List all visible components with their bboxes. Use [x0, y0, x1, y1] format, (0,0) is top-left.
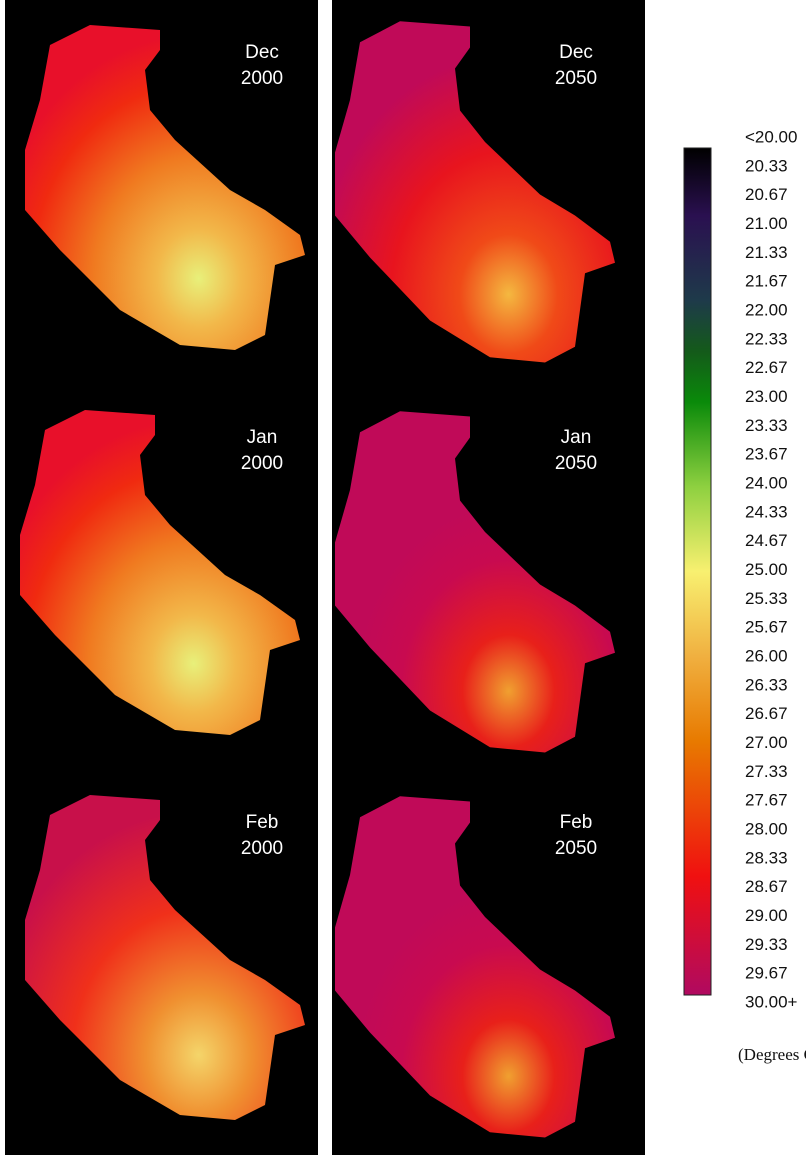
legend-label: <20.00: [745, 127, 797, 146]
panel-year: 2050: [555, 68, 597, 89]
legend-label: 26.00: [745, 646, 788, 665]
legend-unit: (Degrees C): [738, 1045, 806, 1064]
panel-year: 2050: [555, 838, 597, 859]
panel-month: Jan: [561, 427, 592, 448]
legend-label: 21.67: [745, 272, 788, 291]
legend-label: 27.67: [745, 791, 788, 810]
legend-label: 21.00: [745, 214, 788, 233]
legend-label: 29.33: [745, 935, 788, 954]
legend-label: 28.67: [745, 877, 788, 896]
legend-label: 29.67: [745, 964, 788, 983]
legend-label: 20.33: [745, 156, 788, 175]
legend-label: 23.00: [745, 387, 788, 406]
panel-month: Dec: [559, 42, 593, 63]
panel-month: Feb: [560, 812, 593, 833]
color-bar: [684, 148, 711, 995]
legend-label: 23.67: [745, 445, 788, 464]
panel-year: 2050: [555, 453, 597, 474]
legend-label: 22.00: [745, 300, 788, 319]
legend-label: 25.00: [745, 560, 788, 579]
legend-label: 22.33: [745, 329, 788, 348]
panel-month: Feb: [246, 812, 279, 833]
panel-year: 2000: [241, 68, 283, 89]
figure: (Degrees C) Dec 2000 Dec 2050 Jan 2000 Jan 2050…: [0, 0, 806, 1155]
legend-label: 29.00: [745, 906, 788, 925]
legend-label: 22.67: [745, 358, 788, 377]
legend-label: 21.33: [745, 243, 788, 262]
legend-label: 24.67: [745, 531, 788, 550]
legend-label: 25.33: [745, 589, 788, 608]
legend-label: 24.33: [745, 502, 788, 521]
panel-month: Jan: [247, 427, 278, 448]
legend-label: 27.33: [745, 762, 788, 781]
legend-label: 30.00+: [745, 992, 798, 1011]
legend-label: 28.00: [745, 819, 788, 838]
legend-label: 24.00: [745, 473, 788, 492]
panel-month: Dec: [245, 42, 279, 63]
legend-label: 26.33: [745, 675, 788, 694]
legend-label: 20.67: [745, 185, 788, 204]
panel-year: 2000: [241, 838, 283, 859]
legend-label: 26.67: [745, 704, 788, 723]
legend-label: 28.33: [745, 848, 788, 867]
legend-label: 23.33: [745, 416, 788, 435]
legend-label: 25.67: [745, 618, 788, 637]
panel-year: 2000: [241, 453, 283, 474]
legend-label: 27.00: [745, 733, 788, 752]
